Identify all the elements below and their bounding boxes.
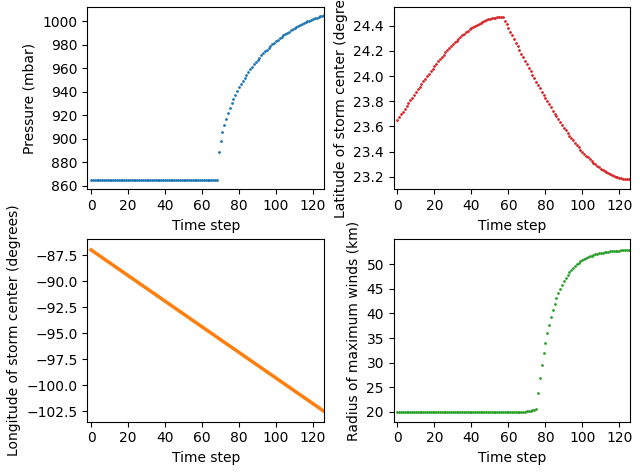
X-axis label: Time step: Time step [172,219,240,233]
Y-axis label: Longitude of storm center (degrees): Longitude of storm center (degrees) [7,205,21,456]
X-axis label: Time step: Time step [478,451,547,465]
Y-axis label: Radius of maximum winds (km): Radius of maximum winds (km) [347,220,361,441]
X-axis label: Time step: Time step [478,219,547,233]
Y-axis label: Pressure (mbar): Pressure (mbar) [23,42,37,154]
Y-axis label: Latitude of storm center (degrees): Latitude of storm center (degrees) [333,0,348,218]
X-axis label: Time step: Time step [172,451,240,465]
